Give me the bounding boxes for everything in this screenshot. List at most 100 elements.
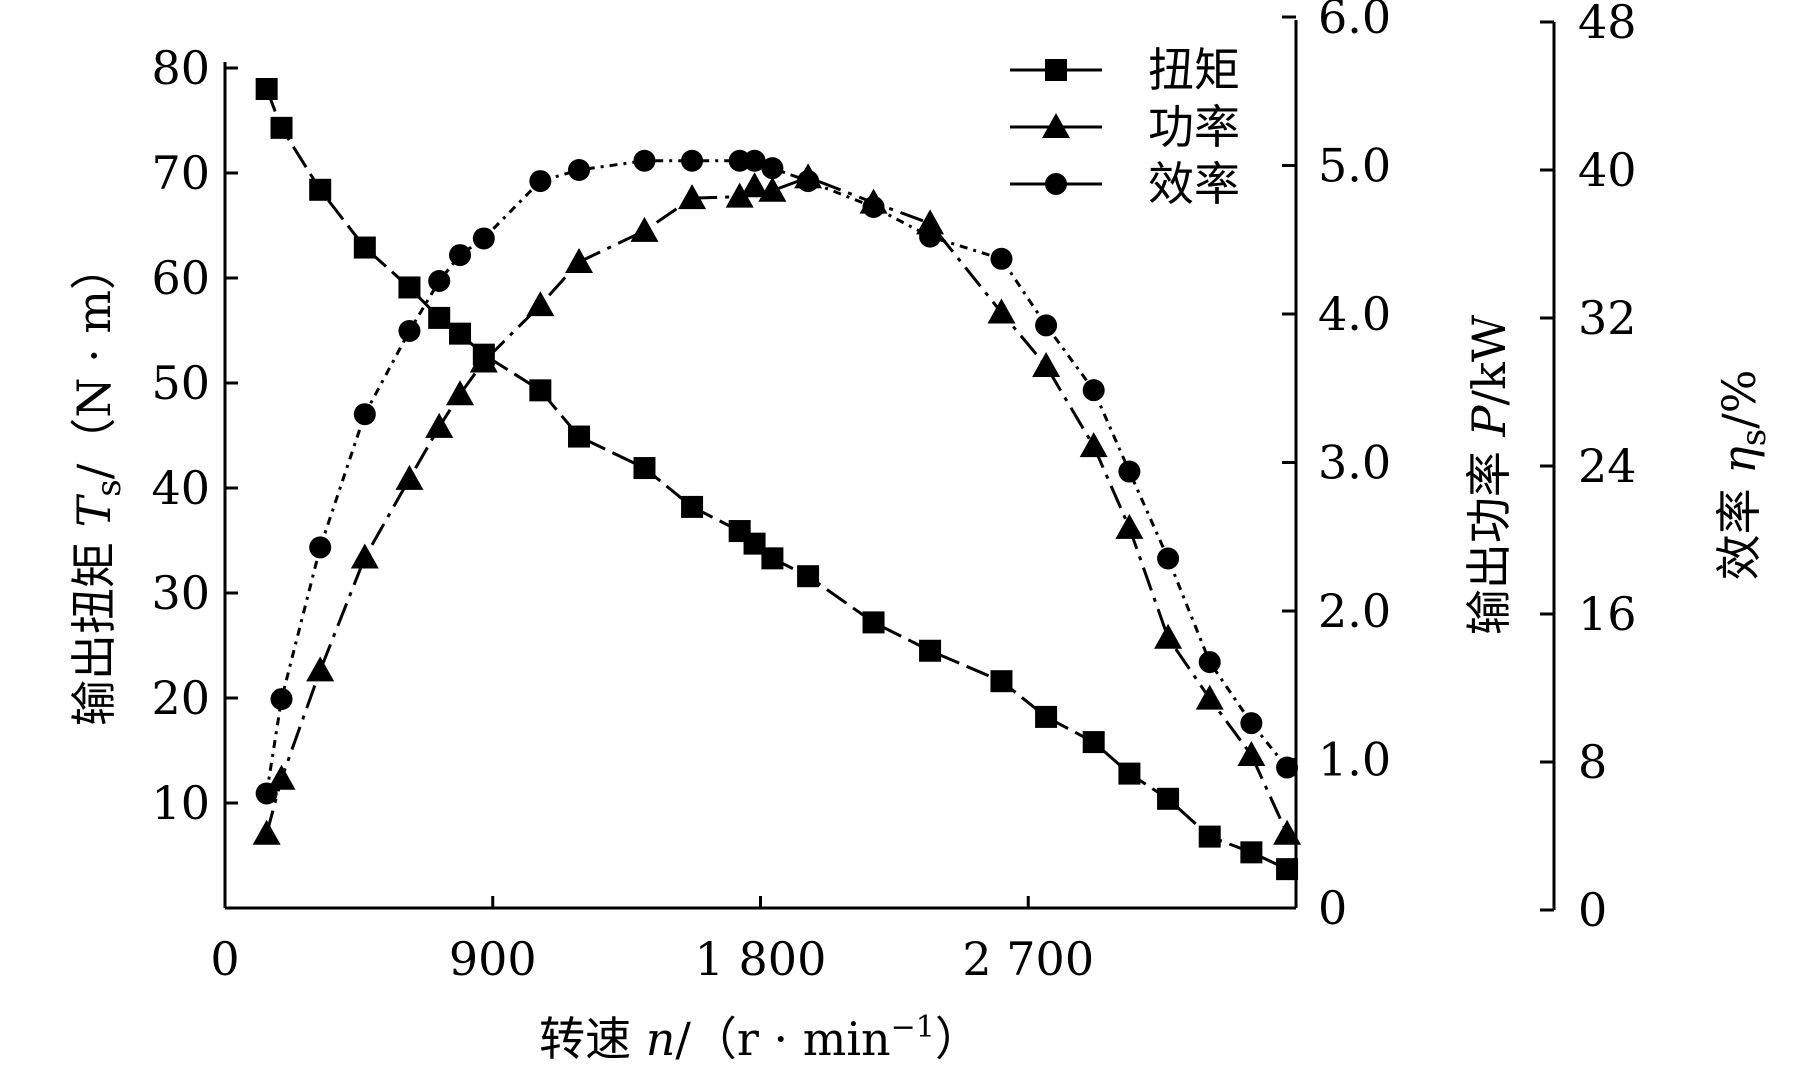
right1-tick-label: 1.0 xyxy=(1318,733,1391,787)
data-point xyxy=(568,159,591,181)
data-point xyxy=(862,611,885,634)
data-point xyxy=(633,149,656,172)
data-point xyxy=(761,547,784,570)
data-point xyxy=(353,236,376,259)
series-line xyxy=(265,175,1289,835)
right2-tick-label: 16 xyxy=(1578,587,1637,641)
data-point xyxy=(1198,825,1221,848)
left-tick-label: 40 xyxy=(151,461,210,515)
right2-tick-label: 0 xyxy=(1578,883,1607,937)
data-point xyxy=(919,225,942,248)
right1-tick-label: 5.0 xyxy=(1318,139,1391,193)
data-point xyxy=(428,270,451,292)
data-point xyxy=(862,196,885,218)
data-point xyxy=(1035,705,1058,728)
data-point xyxy=(565,248,594,274)
left-tick-label: 60 xyxy=(151,251,210,305)
x-tick-label: 0 xyxy=(210,932,239,986)
data-point xyxy=(472,227,495,250)
data-point xyxy=(568,425,591,448)
left-tick-label: 80 xyxy=(151,41,210,95)
data-point xyxy=(398,319,421,342)
data-point xyxy=(449,322,472,345)
data-point xyxy=(1154,623,1183,649)
data-point xyxy=(1032,351,1061,377)
data-point xyxy=(353,403,376,426)
legend-marker xyxy=(1045,59,1067,81)
data-point xyxy=(529,379,552,402)
x-tick-label: 2 700 xyxy=(962,932,1094,986)
data-point xyxy=(758,176,787,202)
data-point xyxy=(1276,858,1299,881)
series-group xyxy=(252,78,1302,881)
data-point xyxy=(428,306,451,329)
series-circle xyxy=(255,149,1299,805)
legend-marker xyxy=(1045,173,1067,195)
left-tick-label: 20 xyxy=(151,671,210,725)
x-axis-title: 转速 n/（r · min−1） xyxy=(539,1010,981,1066)
right1-tick-label: 2.0 xyxy=(1318,584,1391,638)
data-point xyxy=(1079,432,1108,458)
data-point xyxy=(309,178,332,201)
right2-tick-label: 48 xyxy=(1578,0,1637,49)
left-tick-label: 50 xyxy=(151,356,210,410)
data-point xyxy=(1157,787,1180,810)
data-point xyxy=(1240,841,1263,864)
data-point xyxy=(990,670,1013,693)
data-point xyxy=(267,764,296,790)
data-point xyxy=(743,532,766,555)
data-point xyxy=(761,157,784,180)
right2-tick-label: 24 xyxy=(1578,439,1637,493)
data-point xyxy=(725,182,754,208)
data-point xyxy=(255,782,278,805)
data-point xyxy=(1157,547,1180,570)
legend-marker xyxy=(1042,113,1070,138)
data-point xyxy=(425,412,454,438)
data-point xyxy=(919,639,942,662)
x-tick-label: 1 800 xyxy=(695,932,827,986)
data-point xyxy=(350,543,379,569)
right1-tick-label: 3.0 xyxy=(1318,436,1391,490)
data-point xyxy=(630,216,659,242)
legend-label: 功率 xyxy=(1148,100,1240,154)
right2-tick-label: 40 xyxy=(1578,143,1637,197)
data-point xyxy=(990,247,1013,270)
left-tick-label: 10 xyxy=(151,776,210,830)
data-point xyxy=(1118,460,1141,483)
right2-tick-label: 8 xyxy=(1578,735,1607,789)
data-point xyxy=(1240,712,1263,735)
data-point xyxy=(526,291,555,317)
data-point xyxy=(1118,762,1141,785)
legend-label: 效率 xyxy=(1148,157,1240,211)
data-point xyxy=(678,184,707,210)
legend-item: 效率 xyxy=(1010,157,1240,211)
data-point xyxy=(743,149,766,172)
right2-tick-label: 32 xyxy=(1578,291,1637,345)
right1-tick-label: 0 xyxy=(1318,881,1347,935)
right1-tick-label: 6.0 xyxy=(1318,0,1391,44)
data-point xyxy=(306,656,335,682)
legend-label: 扭矩 xyxy=(1148,43,1240,97)
data-point xyxy=(681,495,704,518)
left-tick-label: 70 xyxy=(151,146,210,200)
legend-item: 扭矩 xyxy=(1010,43,1240,97)
data-point xyxy=(449,244,472,267)
data-point xyxy=(1115,513,1144,539)
data-point xyxy=(740,172,769,198)
data-point xyxy=(309,536,332,559)
data-point xyxy=(681,149,704,172)
data-point xyxy=(1237,741,1266,767)
data-point xyxy=(1273,819,1302,845)
data-point xyxy=(395,464,424,490)
legend-item: 功率 xyxy=(1010,100,1240,154)
data-point xyxy=(252,819,281,845)
right1-axis-title: 输出功率 P/kW xyxy=(1462,314,1516,635)
left-tick-label: 30 xyxy=(151,566,210,620)
data-point xyxy=(1035,314,1058,337)
data-point xyxy=(1082,731,1105,754)
data-point xyxy=(446,380,475,406)
axis-tick-labels: 0 900 1 800 2 700102030405060708001.02.03.0… xyxy=(151,0,1636,986)
data-point xyxy=(1276,756,1299,779)
